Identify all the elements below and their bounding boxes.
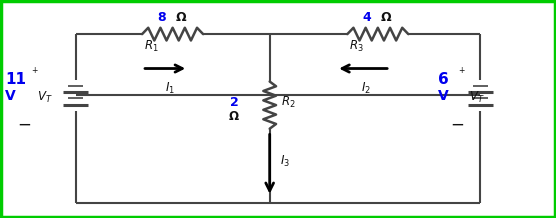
Text: $I_1$: $I_1$ [165, 81, 175, 96]
Text: $R_3$: $R_3$ [349, 39, 364, 54]
Text: 6: 6 [438, 72, 449, 87]
Text: $-$: $-$ [449, 115, 464, 133]
Text: V: V [5, 89, 16, 103]
Text: 2: 2 [230, 96, 239, 109]
Text: $V_T$: $V_T$ [37, 90, 52, 106]
Text: $R_1$: $R_1$ [144, 39, 159, 54]
Text: Ω: Ω [175, 11, 186, 24]
Text: Ω: Ω [381, 11, 391, 24]
Text: $V_T$: $V_T$ [469, 90, 485, 106]
Text: 4: 4 [363, 11, 371, 24]
Text: $R_2$: $R_2$ [281, 95, 295, 110]
Text: $^+$: $^+$ [29, 66, 39, 76]
Text: 8: 8 [157, 11, 166, 24]
Text: $I_2$: $I_2$ [361, 81, 371, 96]
Text: V: V [438, 89, 449, 103]
Text: $^+$: $^+$ [456, 66, 466, 76]
Text: 11: 11 [5, 72, 26, 87]
Text: $-$: $-$ [17, 115, 31, 133]
Text: $I_3$: $I_3$ [280, 154, 290, 169]
Text: Ω: Ω [229, 110, 239, 123]
